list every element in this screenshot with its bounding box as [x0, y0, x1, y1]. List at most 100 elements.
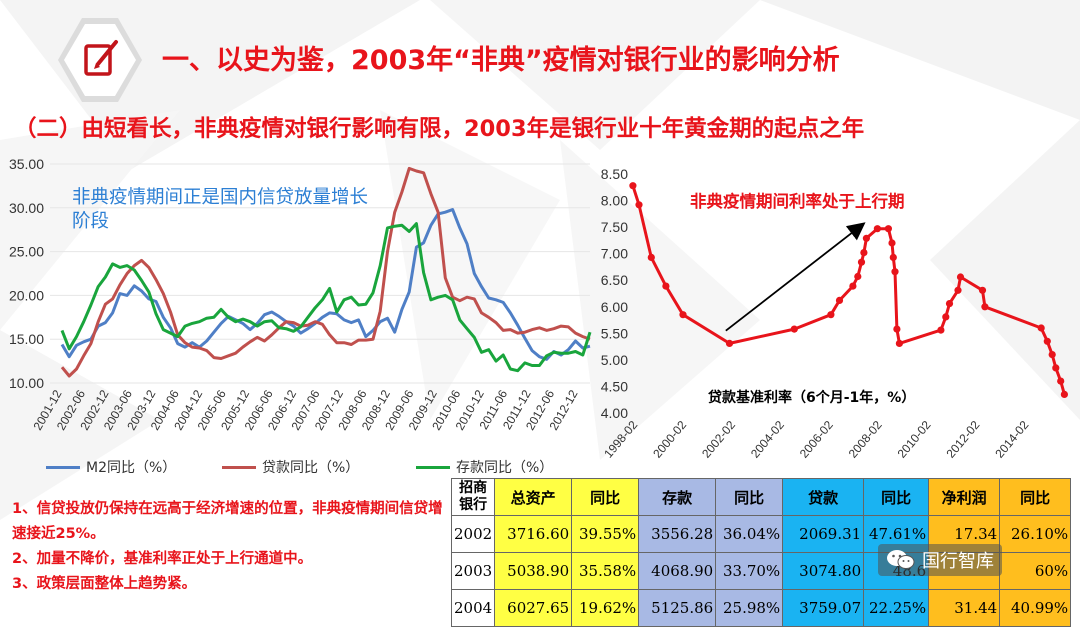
rate-point — [679, 311, 687, 319]
table-header-deposits-yoy: 同比 — [715, 478, 784, 516]
y-tick-label: 25.00 — [9, 244, 44, 260]
table-cell: 36.04% — [715, 515, 784, 553]
y-tick-label: 8.00 — [601, 193, 628, 209]
table-header-loans-yoy: 同比 — [863, 478, 930, 516]
table-cell: 4068.90 — [638, 552, 717, 590]
wechat-icon — [887, 550, 915, 569]
y-tick-label: 4.50 — [601, 378, 628, 394]
rate-point — [662, 282, 670, 290]
table-cell: 35.58% — [571, 552, 640, 590]
rate-point — [893, 325, 901, 333]
x-tick-label: 1998-02 — [601, 418, 640, 461]
table-cell: 3716.60 — [494, 515, 573, 553]
legend-swatch-loan — [222, 465, 256, 469]
rate-point — [862, 234, 870, 242]
y-tick-label: 7.50 — [601, 219, 628, 235]
table-header-deposits: 存款 — [638, 478, 717, 516]
note-3: 3、政策层面整体上趋势紧。 — [12, 576, 197, 592]
table-cell: 6027.65 — [494, 589, 573, 627]
y-tick-label: 30.00 — [9, 200, 44, 216]
table-cell: 31.44 — [928, 589, 1001, 627]
y-tick-label: 8.50 — [601, 166, 628, 182]
x-tick-label: 2010-02 — [895, 418, 934, 461]
legend-label-m2: M2同比（%） — [86, 460, 177, 476]
y-tick-label: 7.00 — [601, 246, 628, 262]
y-tick-label: 15.00 — [9, 331, 44, 347]
table-header-assets: 总资产 — [494, 478, 573, 516]
y-tick-label: 4.00 — [601, 405, 628, 421]
deposit-series-line — [60, 222, 592, 373]
page-subtitle: （二）由短看长，非典疫情对银行影响有限，2003年是银行业十年黄金期的起点之年 — [14, 116, 865, 142]
y-tick-label: 5.50 — [601, 325, 628, 341]
legend-item-loan: 贷款同比（%） — [222, 457, 359, 477]
watermark-text: 国行智库 — [922, 551, 994, 572]
legend-label-deposit: 存款同比（%） — [456, 460, 554, 476]
table-row: 2004 6027.65 19.62% 5125.86 25.98% 3759.… — [450, 589, 1072, 627]
legend-label-loan: 贷款同比（%） — [262, 460, 360, 476]
table-cell: 5038.90 — [494, 552, 573, 590]
rate-point — [1048, 351, 1056, 359]
rate-point — [1060, 390, 1068, 398]
note-2: 2、加量不降价，基准利率正处于上行通道中。 — [12, 551, 313, 567]
table-cell: 3759.07 — [782, 589, 865, 627]
rate-point — [978, 286, 987, 294]
rate-series-line — [631, 185, 1066, 395]
rate-point — [854, 272, 862, 281]
rate-point — [629, 182, 637, 190]
rate-point — [857, 258, 866, 266]
x-tick-label: 2012-02 — [943, 418, 982, 461]
table-cell: 39.55% — [571, 515, 640, 553]
table-header-profit: 净利润 — [928, 478, 1001, 516]
rate-point — [1057, 377, 1065, 385]
rate-point — [954, 286, 962, 294]
rate-point — [725, 339, 734, 347]
rate-point — [1043, 337, 1051, 345]
loan-rate-chart: 4.00 4.50 5.00 5.50 6.00 6.50 7.00 7.50 8.00 8.50… — [601, 166, 1068, 461]
source-watermark: 国行智库 — [878, 544, 1002, 576]
table-cell-year: 2002 — [450, 515, 496, 553]
rate-point — [937, 326, 945, 334]
rate-point — [873, 225, 881, 233]
table-cell-year: 2004 — [450, 589, 496, 627]
rate-point — [945, 300, 954, 308]
y-tick-label: 10.00 — [9, 375, 44, 391]
x-tick-label: 2014-02 — [992, 418, 1031, 461]
y-tick-label: 6.50 — [601, 272, 628, 288]
rate-point — [849, 282, 857, 290]
table-cell: 5125.86 — [638, 589, 717, 627]
rate-point — [635, 201, 643, 209]
table-cell: 2069.31 — [782, 515, 865, 553]
rate-axis-label: 贷款基准利率（6个月-1年，%） — [708, 390, 916, 406]
legend-item-m2: M2同比（%） — [46, 457, 176, 477]
rate-point — [860, 249, 868, 257]
rate-point — [1052, 364, 1060, 372]
y-tick-label: 5.00 — [601, 352, 628, 368]
x-tick-label: 2004-02 — [748, 418, 787, 461]
rate-point — [956, 273, 965, 281]
table-header-row: 招商银行 总资产 同比 存款 同比 贷款 同比 净利润 同比 — [450, 478, 1072, 516]
rate-point — [889, 253, 897, 261]
rate-point — [1037, 324, 1045, 332]
rate-point — [895, 339, 903, 347]
loan-series-line — [60, 166, 591, 378]
legend-item-deposit: 存款同比（%） — [416, 457, 553, 477]
table-cell: 60% — [999, 552, 1072, 590]
x-tick-label: 2006-02 — [797, 418, 836, 461]
uptrend-arrow — [725, 222, 866, 332]
x-tick-label: 2002-02 — [699, 418, 738, 461]
background-pattern — [0, 0, 1080, 420]
note-1: 1、信贷投放仍保持在远高于经济增速的位置，非典疫情期间信贷增速接近25%。 — [12, 501, 443, 542]
y-tick-label: 35.00 — [9, 156, 44, 172]
legend-swatch-m2 — [46, 465, 80, 469]
y-tick-label: 20.00 — [9, 287, 44, 303]
credit-growth-chart: 10.0015.0020.0025.0030.0035.002001-12200… — [9, 156, 592, 433]
rate-point — [790, 325, 798, 333]
rate-point — [647, 253, 655, 261]
table-cell: 3074.80 — [782, 552, 865, 590]
x-tick-label: 2008-02 — [846, 418, 885, 461]
table-row: 2002 3716.60 39.55% 3556.28 36.04% 2069.… — [450, 515, 1072, 553]
table-header-assets-yoy: 同比 — [571, 478, 640, 516]
table-header-loans: 贷款 — [782, 478, 865, 516]
rate-point — [827, 311, 835, 319]
rate-point — [884, 225, 892, 233]
